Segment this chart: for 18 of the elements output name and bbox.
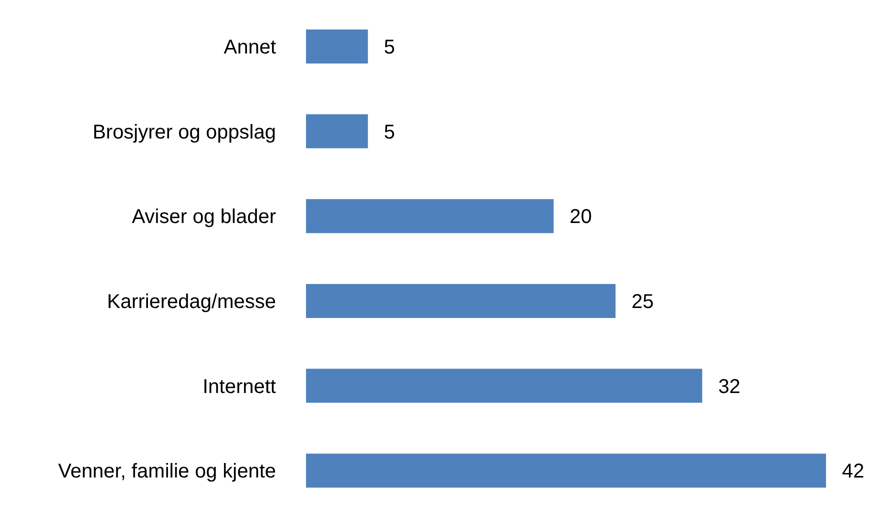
- y-tick-label: Karrieredag/messe: [107, 291, 276, 314]
- data-label: 25: [632, 291, 654, 314]
- data-label: 20: [570, 206, 592, 228]
- y-tick-label: Brosjyrer og oppslag: [92, 121, 276, 144]
- bar: [306, 29, 368, 64]
- bar: [306, 284, 616, 318]
- bar: [306, 114, 368, 148]
- data-label: 42: [842, 460, 864, 483]
- bar: [306, 368, 702, 403]
- bar: [306, 199, 554, 234]
- data-label: 5: [384, 121, 396, 144]
- y-tick-label: Annet: [224, 36, 276, 59]
- data-label: 5: [384, 36, 396, 59]
- data-label: 32: [718, 376, 740, 398]
- y-tick-label: Internett: [202, 376, 276, 398]
- y-tick-label: Aviser og blader: [132, 206, 276, 228]
- bar: [306, 454, 826, 488]
- y-tick-label: Venner, familie og kjente: [58, 460, 276, 483]
